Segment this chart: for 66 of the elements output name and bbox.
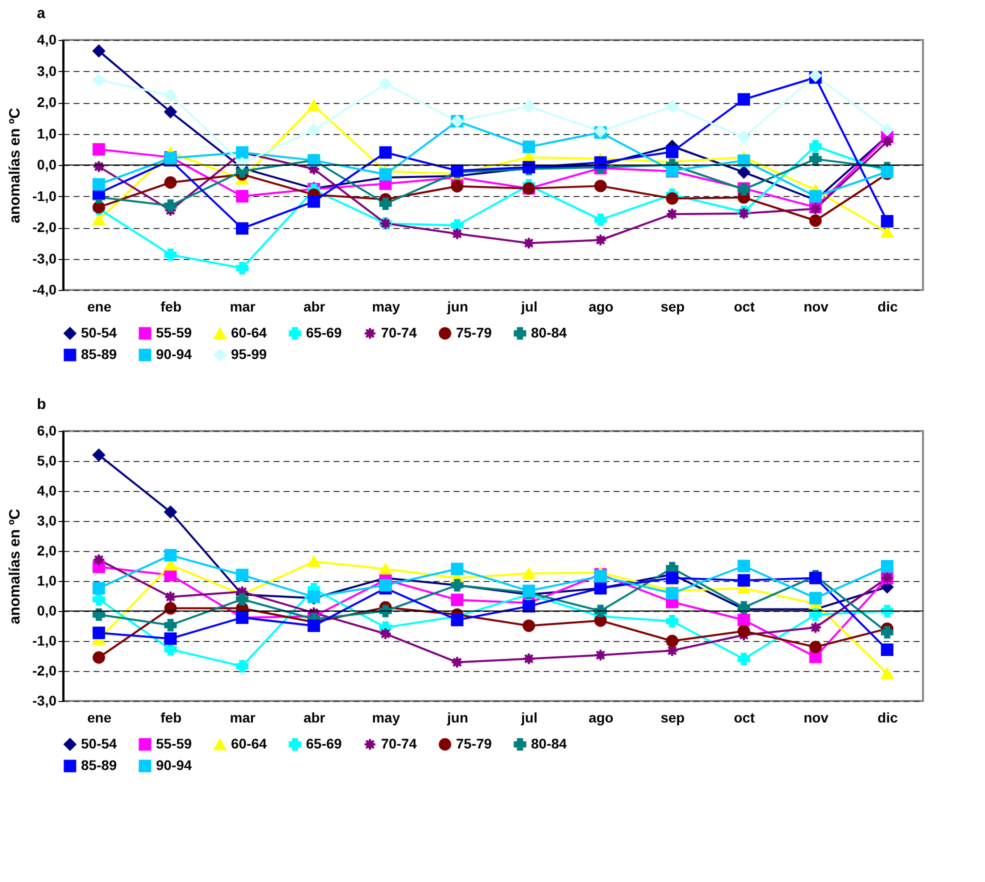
y-tick-label: -4,0 bbox=[32, 282, 57, 298]
legend-label: 85-89 bbox=[81, 346, 118, 362]
x-tick-label: feb bbox=[160, 298, 182, 314]
x-tick-label: ene bbox=[87, 710, 112, 726]
x-tick-label: mar bbox=[230, 298, 256, 314]
x-tick-label: nov bbox=[804, 298, 829, 314]
legend-label: 55-59 bbox=[156, 735, 192, 752]
legend-label: 50-54 bbox=[81, 324, 118, 340]
y-tick-label: -1,0 bbox=[32, 632, 57, 648]
y-tick-label: -2,0 bbox=[32, 219, 57, 235]
legend-label: 50-54 bbox=[81, 735, 118, 752]
x-tick-label: dic bbox=[878, 710, 898, 726]
x-tick-label: dic bbox=[878, 298, 898, 314]
legend-label: 80-84 bbox=[531, 735, 568, 752]
legend-label: 70-74 bbox=[381, 735, 418, 752]
legend-label: 60-64 bbox=[231, 324, 268, 341]
x-tick-label: oct bbox=[734, 298, 756, 314]
y-tick-label: 3,0 bbox=[37, 62, 57, 79]
x-tick-label: abr bbox=[303, 710, 326, 726]
y-tick-label: -3,0 bbox=[32, 250, 57, 266]
legend-label: 70-74 bbox=[381, 324, 418, 340]
x-tick-label: ago bbox=[588, 710, 614, 726]
x-tick-label: feb bbox=[160, 710, 182, 726]
y-tick-label: 0,0 bbox=[37, 156, 57, 172]
x-tick-label: jul bbox=[520, 298, 538, 314]
x-tick-label: abr bbox=[303, 298, 326, 314]
y-tick-label: 6,0 bbox=[37, 422, 57, 438]
x-tick-label: may bbox=[372, 298, 400, 314]
x-tick-label: jun bbox=[446, 298, 468, 314]
legend-label: 65-69 bbox=[306, 735, 342, 752]
legend-label: 75-79 bbox=[456, 735, 492, 752]
chart-title: a bbox=[36, 5, 46, 22]
y-tick-label: 0,0 bbox=[37, 602, 57, 618]
legend-label: 65-69 bbox=[306, 324, 342, 340]
y-tick-label: -1,0 bbox=[32, 188, 57, 204]
y-tick-label: 4,0 bbox=[37, 32, 57, 48]
y-tick-label: 2,0 bbox=[37, 542, 57, 558]
legend-label: 80-84 bbox=[531, 324, 568, 340]
legend-label: 95-99 bbox=[231, 346, 268, 362]
y-axis-title: anomalías en ºC bbox=[6, 508, 24, 624]
y-tick-label: 1,0 bbox=[37, 572, 57, 588]
y-tick-label: 1,0 bbox=[37, 125, 57, 142]
legend-label: 75-79 bbox=[456, 324, 492, 340]
x-tick-label: ene bbox=[87, 298, 112, 314]
legend-label: 60-64 bbox=[231, 736, 268, 752]
legend-label: 90-94 bbox=[156, 346, 192, 362]
y-axis-title: anomalías en ºC bbox=[6, 108, 24, 224]
y-tick-label: 5,0 bbox=[37, 452, 57, 468]
y-tick-label: -2,0 bbox=[32, 662, 57, 678]
legend-label: 85-89 bbox=[81, 757, 118, 773]
x-tick-label: oct bbox=[734, 710, 756, 726]
y-tick-label: 2,0 bbox=[37, 94, 57, 110]
y-tick-label: -3,0 bbox=[32, 692, 57, 708]
y-tick-label: 3,0 bbox=[37, 512, 57, 528]
x-tick-label: ago bbox=[588, 298, 614, 314]
x-tick-label: sep bbox=[660, 298, 685, 314]
x-tick-label: may bbox=[372, 710, 400, 726]
y-tick-label: 4,0 bbox=[37, 482, 57, 498]
x-tick-label: jun bbox=[446, 710, 468, 726]
legend-label: 55-59 bbox=[156, 324, 192, 340]
x-tick-label: nov bbox=[804, 710, 829, 726]
x-tick-label: jul bbox=[520, 710, 538, 726]
chart-title: b bbox=[36, 396, 46, 413]
legend-label: 90-94 bbox=[156, 757, 192, 773]
x-tick-label: sep bbox=[660, 710, 685, 726]
x-tick-label: mar bbox=[230, 710, 256, 726]
